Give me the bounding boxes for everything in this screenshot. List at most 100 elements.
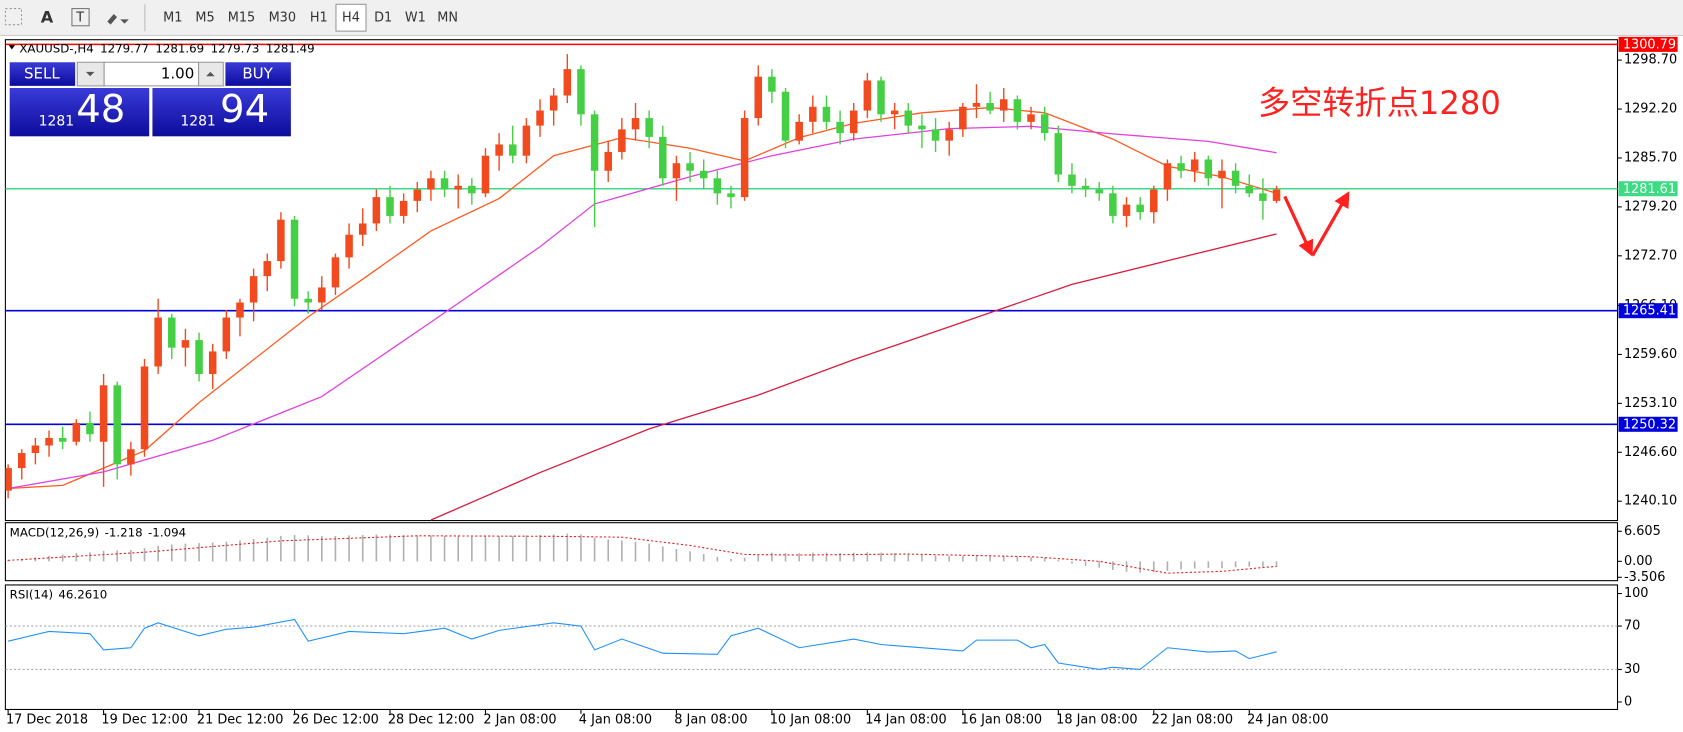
candle-body bbox=[740, 118, 749, 198]
candle-body bbox=[563, 69, 572, 96]
candle-body bbox=[754, 76, 763, 119]
sell-label[interactable]: SELL bbox=[24, 65, 60, 83]
candle-body bbox=[836, 121, 844, 134]
candle-body bbox=[904, 110, 913, 126]
candle-body bbox=[413, 189, 422, 201]
price-label-box bbox=[1618, 181, 1678, 197]
candle-body bbox=[1095, 189, 1103, 194]
candle-body bbox=[849, 110, 858, 134]
up-arrow bbox=[206, 71, 215, 77]
y-tick-label: 70 bbox=[1624, 619, 1640, 634]
sell-price-box[interactable] bbox=[9, 88, 150, 137]
candle-body bbox=[1054, 133, 1063, 175]
buy-price-big: 1281 bbox=[180, 113, 215, 129]
candle-body bbox=[618, 129, 626, 152]
candle-body bbox=[249, 276, 258, 303]
macd-value: -1.094 bbox=[148, 525, 186, 539]
candle-body bbox=[781, 91, 790, 141]
sell-price-big: 1281 bbox=[39, 113, 74, 129]
buy-price-box[interactable] bbox=[152, 88, 291, 137]
candle-body bbox=[290, 219, 299, 299]
rsi-value: 46.2610 bbox=[58, 587, 107, 601]
price-label-box bbox=[1618, 416, 1678, 432]
candle-body bbox=[659, 136, 667, 179]
rsi-label: RSI(14) bbox=[10, 587, 53, 601]
x-tick-label: 14 Jan 08:00 bbox=[865, 713, 946, 728]
timeframe-button[interactable]: D1 bbox=[374, 11, 392, 26]
candle-body bbox=[331, 257, 340, 288]
timeframe-button[interactable]: M5 bbox=[195, 11, 214, 26]
candle-body bbox=[358, 223, 367, 235]
y-tick-label: -3.506 bbox=[1624, 570, 1665, 585]
candle-body bbox=[1122, 204, 1131, 216]
candle-body bbox=[72, 422, 81, 442]
candle-body bbox=[222, 317, 231, 352]
candle-body bbox=[1272, 189, 1281, 201]
candle-body bbox=[236, 302, 244, 318]
candle-body bbox=[863, 80, 872, 111]
y-tick-label: 1279.20 bbox=[1624, 199, 1677, 214]
y-tick-label: 1272.70 bbox=[1624, 248, 1677, 263]
candle-body bbox=[345, 234, 353, 258]
timeframe-button[interactable]: W1 bbox=[405, 11, 426, 26]
candle-body bbox=[1068, 174, 1076, 186]
candle-body bbox=[508, 144, 517, 156]
macd-value: -1.218 bbox=[105, 525, 143, 539]
candle-body bbox=[877, 80, 885, 115]
x-tick-label: 28 Dec 12:00 bbox=[388, 713, 474, 728]
rsi-panel bbox=[4, 584, 1619, 710]
candle-body bbox=[277, 219, 285, 262]
candle-body bbox=[1204, 159, 1213, 179]
timeframe-button[interactable]: MN bbox=[437, 11, 458, 26]
buy-button[interactable] bbox=[225, 62, 291, 86]
price-label: 1281.61 bbox=[1623, 182, 1676, 197]
sell-button[interactable] bbox=[9, 62, 76, 86]
macd-header: MACD(12,26,9) -1.218 -1.094 bbox=[10, 525, 186, 539]
y-tick-label: 1285.70 bbox=[1624, 150, 1677, 165]
candle-body bbox=[549, 95, 558, 111]
macd-plot bbox=[7, 533, 1278, 574]
label-tool[interactable]: T bbox=[75, 11, 84, 26]
candle-body bbox=[1245, 185, 1254, 194]
candle-body bbox=[1163, 163, 1172, 190]
rsi-plot bbox=[5, 618, 1618, 670]
lot-value[interactable]: 1.00 bbox=[161, 65, 194, 83]
candle-body bbox=[154, 317, 162, 367]
text-tool[interactable]: A bbox=[41, 8, 54, 27]
candle-body bbox=[577, 69, 585, 115]
candle-body bbox=[31, 445, 40, 454]
candle-body bbox=[590, 114, 599, 171]
candle-body bbox=[1231, 170, 1240, 186]
axes: 1298.701292.201285.701279.201272.701266.… bbox=[6, 36, 1678, 728]
price-label-box bbox=[1618, 303, 1678, 319]
timeframe-button[interactable]: M30 bbox=[269, 11, 296, 26]
timeframe-button[interactable]: H4 bbox=[342, 11, 360, 26]
candle-body bbox=[536, 110, 544, 126]
y-tick-label: 1292.20 bbox=[1624, 102, 1677, 117]
crosshair-tool[interactable] bbox=[4, 8, 23, 26]
candle-body bbox=[495, 144, 503, 156]
x-tick-label: 22 Jan 08:00 bbox=[1152, 713, 1233, 728]
x-tick-label: 18 Jan 08:00 bbox=[1056, 713, 1137, 728]
symbol-header: XAUUSD-,H4 1279.77 1281.69 1279.73 1281.49 bbox=[19, 41, 314, 55]
candle-body bbox=[1081, 185, 1090, 190]
timeframe-button[interactable]: M15 bbox=[228, 11, 255, 26]
candle-body bbox=[604, 151, 612, 171]
buy-label[interactable]: BUY bbox=[242, 65, 273, 83]
ohlc-value: 1281.69 bbox=[155, 41, 204, 55]
candle-body bbox=[1040, 114, 1049, 134]
candle-body bbox=[99, 385, 108, 442]
sell-price-pips: 48 bbox=[76, 87, 125, 132]
candle-body bbox=[17, 453, 26, 469]
candle-body bbox=[727, 193, 735, 198]
timeframe-button[interactable]: H1 bbox=[310, 11, 328, 26]
timeframe-button[interactable]: M1 bbox=[163, 11, 182, 26]
macd-signal bbox=[8, 535, 1277, 574]
moving-average bbox=[8, 106, 1277, 490]
candle-body bbox=[1259, 193, 1267, 201]
candle-body bbox=[931, 129, 940, 141]
candle-body bbox=[195, 340, 203, 375]
candle-body bbox=[795, 121, 803, 141]
draw-tool[interactable] bbox=[107, 13, 129, 25]
candle-body bbox=[208, 351, 217, 375]
